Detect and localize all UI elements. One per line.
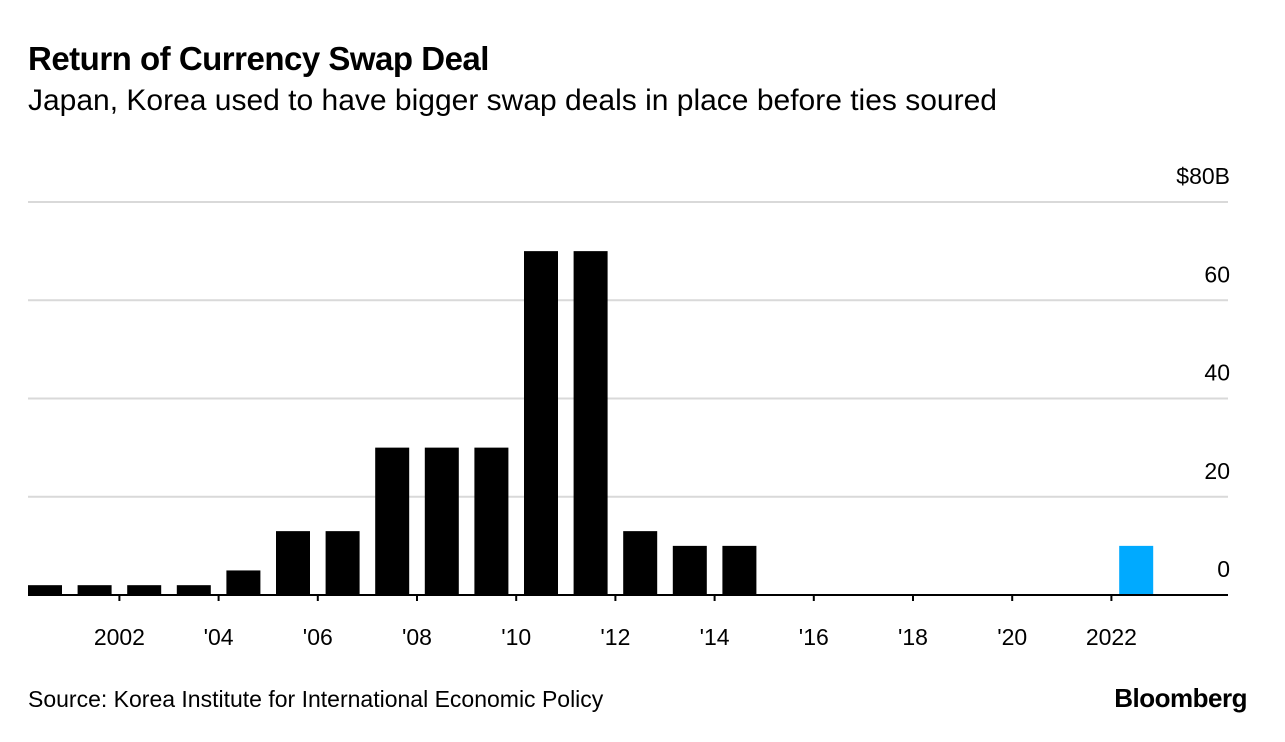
y-tick-label: 20 (1204, 458, 1230, 484)
y-tick-label: 60 (1204, 261, 1230, 287)
bar (276, 531, 310, 595)
x-tick-label: 2022 (1086, 624, 1137, 650)
bar (226, 570, 261, 595)
x-tick-label: 2002 (94, 624, 145, 650)
bar (28, 585, 62, 595)
x-tick-label: '04 (204, 624, 234, 650)
chart-title: Return of Currency Swap Deal (28, 40, 489, 77)
x-tick-label: '20 (997, 624, 1027, 650)
x-tick-label: '16 (799, 624, 829, 650)
y-tick-label: $80B (1176, 163, 1230, 189)
bar (127, 585, 162, 595)
source-note: Source: Korea Institute for Internationa… (28, 686, 604, 712)
x-tick-label: '06 (303, 624, 333, 650)
x-tick-label: '08 (402, 624, 432, 650)
bar (524, 251, 558, 595)
y-tick-label: 40 (1204, 360, 1230, 386)
bar (1119, 545, 1154, 595)
x-tick-label: '18 (898, 624, 928, 650)
chart-subtitle: Japan, Korea used to have bigger swap de… (28, 84, 997, 117)
bar (77, 585, 112, 595)
bar (176, 585, 211, 595)
x-tick-label: '10 (501, 624, 531, 650)
bar (623, 531, 658, 595)
bar (325, 531, 360, 595)
bar (672, 545, 707, 595)
bar (573, 251, 608, 595)
y-tick-label: 0 (1217, 556, 1230, 582)
bar (375, 447, 410, 595)
bar (474, 447, 509, 595)
bar (722, 545, 757, 595)
x-tick-label: '14 (700, 624, 730, 650)
x-tick-label: '12 (600, 624, 630, 650)
bloomberg-logo: Bloomberg (1114, 683, 1247, 713)
bar (424, 447, 459, 595)
